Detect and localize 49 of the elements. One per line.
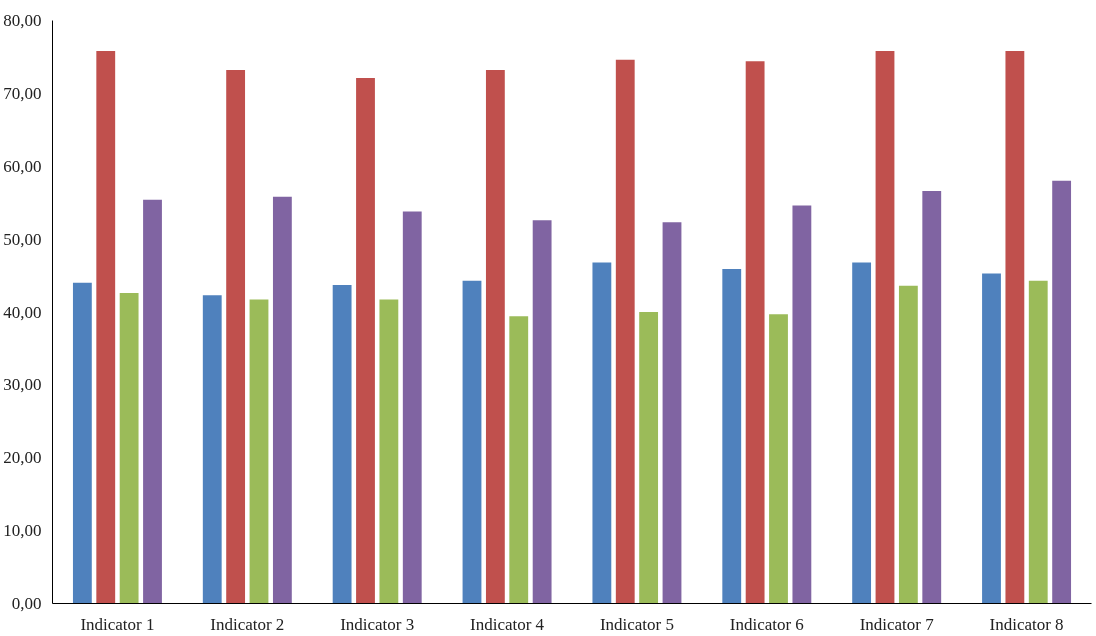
bar [745, 61, 765, 604]
bar [1052, 180, 1072, 604]
bar [982, 273, 1001, 604]
bar [769, 314, 788, 604]
bar [356, 78, 375, 604]
bar [615, 59, 635, 604]
bar [898, 285, 918, 604]
bar [639, 312, 659, 604]
bar [1005, 51, 1025, 604]
bar [722, 269, 742, 604]
x-tick-label: Indicator 2 [210, 614, 285, 634]
bar [532, 220, 552, 604]
bar [875, 51, 895, 604]
x-tick-label: Indicator 7 [859, 614, 935, 634]
y-tick-label: 30,00 [3, 375, 42, 395]
bar [485, 70, 505, 604]
x-tick-label: Indicator 6 [729, 614, 804, 634]
y-tick-label: 40,00 [3, 302, 42, 322]
bar [96, 51, 116, 604]
x-tick-label: Indicator 3 [340, 614, 415, 634]
bar [379, 299, 399, 604]
y-tick-label: 0,00 [11, 594, 42, 613]
bar [402, 211, 422, 604]
y-tick-label: 10,00 [3, 521, 42, 541]
bar [592, 262, 612, 604]
y-tick-label: 60,00 [3, 156, 42, 176]
bar [509, 316, 529, 604]
bar [143, 199, 162, 604]
x-tick-label: Indicator 1 [80, 614, 155, 634]
bar [119, 293, 139, 604]
bar [226, 70, 246, 604]
bar [1028, 280, 1048, 604]
y-tick-label: 70,00 [3, 83, 42, 103]
bar [202, 295, 222, 604]
y-tick-label: 50,00 [3, 229, 42, 249]
bar [852, 262, 872, 604]
bar [792, 205, 812, 604]
y-tick-label: 80,00 [3, 11, 42, 30]
bar [922, 191, 942, 604]
bar [662, 222, 682, 604]
x-tick-label: Indicator 5 [599, 614, 674, 634]
bar [249, 299, 269, 604]
bar [72, 282, 92, 604]
bar [332, 285, 352, 604]
y-tick-label: 20,00 [3, 448, 42, 468]
x-tick-label: Indicator 8 [989, 614, 1064, 634]
bar [272, 196, 292, 604]
bar [462, 280, 482, 604]
x-tick-label: Indicator 4 [470, 614, 545, 634]
